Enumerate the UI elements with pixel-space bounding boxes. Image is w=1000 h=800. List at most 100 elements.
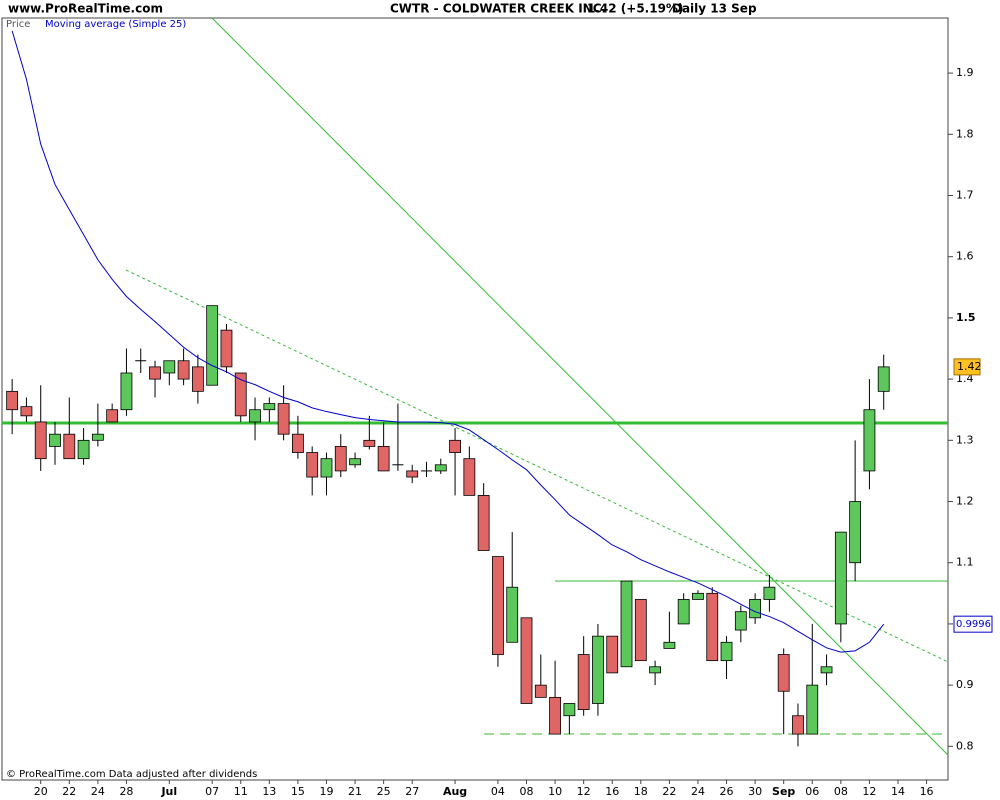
candle-body (6, 390, 19, 411)
x-tick-label: 15 (291, 785, 305, 798)
candle-body (249, 409, 261, 423)
candle-body (434, 464, 447, 472)
candle-body (306, 452, 319, 478)
y-tick-label: 0.9 (956, 678, 974, 691)
candle-body (206, 305, 219, 386)
candle-body (592, 635, 604, 704)
x-tick-label: 24 (691, 785, 705, 798)
y-tick-label: 1.2 (956, 495, 974, 508)
subtitle: 1.42 (+5.19%) (587, 2, 683, 16)
x-tick-label: 25 (377, 785, 391, 798)
y-tick-label: 1.1 (956, 556, 974, 569)
candle-body (363, 439, 376, 447)
ma-tag-label: 0.9996 (956, 619, 991, 630)
x-tick-label: Aug (443, 785, 467, 798)
x-tick-label: 07 (205, 785, 219, 798)
ma-tag (953, 615, 993, 633)
x-tick-label: 19 (319, 785, 333, 798)
candle-body (763, 586, 776, 600)
candle-body (149, 366, 161, 380)
candle-body (263, 403, 276, 411)
x-tick-label: 28 (119, 785, 133, 798)
x-tick-label: 26 (720, 785, 734, 798)
x-tick-label: 16 (920, 785, 934, 798)
x-tick-label: 22 (662, 785, 676, 798)
x-tick-label: 12 (862, 785, 876, 798)
plot-frame (1, 17, 949, 781)
y-tick-label: 1.3 (956, 433, 974, 446)
plot-area (2, 17, 949, 756)
x-tick-label: 16 (605, 785, 619, 798)
candle-body (706, 592, 719, 662)
candle-body (677, 599, 690, 625)
candle-body (749, 599, 762, 619)
candle-body (277, 403, 290, 435)
candle-body (163, 360, 176, 374)
candle-body (234, 372, 247, 417)
x-tick-label: 08 (834, 785, 848, 798)
candle-body (63, 433, 76, 460)
candle-body (863, 409, 876, 472)
x-tick-label: 11 (234, 785, 248, 798)
candle-body (91, 433, 104, 441)
candle-body (492, 556, 504, 655)
candle-body (20, 406, 33, 417)
x-tick-label: 20 (34, 785, 48, 798)
candle-body (477, 494, 490, 551)
trend-line (125, 269, 949, 663)
candle-body (849, 501, 862, 564)
candle-body (506, 586, 519, 643)
candle-body (534, 684, 547, 698)
source: www.ProRealTime.com (8, 2, 163, 16)
candle-body (820, 666, 833, 674)
x-tick-label: Sep (772, 785, 795, 798)
candle-body (334, 446, 347, 472)
legend-entry: Moving average (Simple 25) (45, 19, 186, 30)
price-tag (953, 358, 981, 376)
trend-line (211, 17, 949, 756)
candle-body (806, 684, 819, 735)
candle-body (620, 580, 633, 668)
x-tick-label: 04 (491, 785, 505, 798)
x-tick-label: 14 (891, 785, 905, 798)
legend-entry: Price (6, 19, 30, 30)
y-tick-label: 1.7 (956, 188, 974, 201)
candle-body (877, 366, 890, 392)
x-tick-label: 12 (577, 785, 591, 798)
x-tick-label: 27 (405, 785, 419, 798)
candle-body (563, 703, 576, 717)
price-tag-label: 1.42 (957, 360, 982, 373)
candle-body (549, 696, 561, 735)
candle-body (177, 360, 190, 380)
y-tick-label: 1.6 (956, 250, 974, 263)
candle-body (349, 458, 361, 466)
candle-body (834, 531, 847, 625)
moving-average-line (11, 30, 885, 653)
candle-body (449, 439, 461, 453)
subtitle: Daily 13 Sep (672, 2, 757, 16)
x-tick-label: 18 (634, 785, 648, 798)
footer: © ProRealTime.com Data adjusted after di… (6, 769, 257, 780)
x-tick-label: Jul (160, 785, 177, 798)
candle-body (777, 654, 790, 692)
y-tick-label: 0.8 (956, 739, 974, 752)
x-tick-label: 10 (548, 785, 562, 798)
candle-body (220, 329, 233, 368)
candle-body (377, 446, 390, 472)
candle-body (120, 372, 133, 411)
x-tick-label: 21 (348, 785, 362, 798)
candle-body (692, 592, 704, 600)
candle-body (49, 433, 61, 447)
x-tick-label: 06 (805, 785, 819, 798)
candle-body (34, 421, 47, 460)
candle-body (606, 635, 619, 674)
candle-body (720, 641, 733, 662)
y-tick-label: 1.9 (956, 66, 974, 79)
candle-body (634, 599, 647, 662)
y-tick-label: 1.8 (956, 127, 974, 140)
candle-body (77, 439, 90, 460)
x-tick-label: 30 (748, 785, 762, 798)
candle-body (106, 409, 119, 423)
